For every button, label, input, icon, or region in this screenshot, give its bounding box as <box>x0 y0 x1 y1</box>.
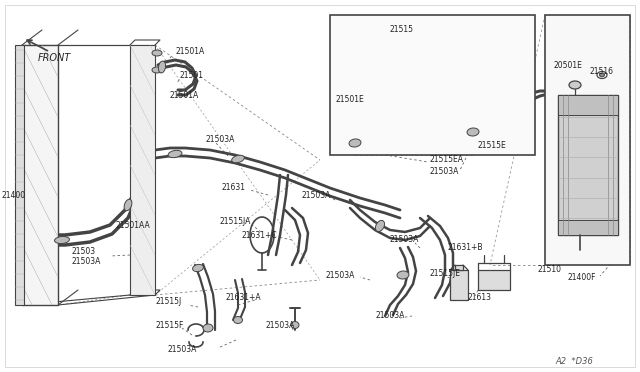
Text: 21501A: 21501A <box>170 90 199 99</box>
Text: 21503A: 21503A <box>205 135 234 144</box>
Bar <box>22 45 58 305</box>
Text: 21515: 21515 <box>390 26 414 35</box>
Text: A2  *D36: A2 *D36 <box>555 357 593 366</box>
Bar <box>545 15 630 265</box>
Ellipse shape <box>467 128 479 136</box>
Text: 21613: 21613 <box>468 294 492 302</box>
Text: 21503A: 21503A <box>265 321 294 330</box>
Text: 21503: 21503 <box>72 247 96 257</box>
Ellipse shape <box>54 237 70 244</box>
Text: 21503A: 21503A <box>375 311 404 320</box>
Text: 20501E: 20501E <box>553 61 582 70</box>
Text: 21503A: 21503A <box>168 346 197 355</box>
Ellipse shape <box>152 67 162 73</box>
Text: 21503A: 21503A <box>390 235 419 244</box>
Text: 21631: 21631 <box>222 183 246 192</box>
Ellipse shape <box>569 81 581 89</box>
Ellipse shape <box>597 71 607 78</box>
Text: 21501A: 21501A <box>175 48 204 57</box>
Text: 21400F: 21400F <box>568 273 596 282</box>
Text: 21515JA: 21515JA <box>220 218 252 227</box>
Ellipse shape <box>348 95 362 103</box>
Text: FRONT: FRONT <box>38 53 71 63</box>
Text: 21631+B: 21631+B <box>448 244 483 253</box>
Text: 21631+A: 21631+A <box>225 294 260 302</box>
Ellipse shape <box>397 271 409 279</box>
Ellipse shape <box>203 324 213 332</box>
Bar <box>450 270 468 300</box>
Bar <box>558 95 618 115</box>
Bar <box>330 15 535 155</box>
Text: 21501E: 21501E <box>335 96 364 105</box>
Ellipse shape <box>349 139 361 147</box>
Ellipse shape <box>376 221 385 231</box>
Ellipse shape <box>124 199 132 211</box>
Ellipse shape <box>152 50 162 56</box>
Ellipse shape <box>234 317 243 324</box>
Text: 21631+C: 21631+C <box>242 231 278 240</box>
Bar <box>455 265 463 270</box>
Ellipse shape <box>468 95 482 103</box>
Text: 21515JE: 21515JE <box>430 269 461 279</box>
Text: 21516: 21516 <box>590 67 614 77</box>
Text: 21503A: 21503A <box>430 167 460 176</box>
Text: 21503A: 21503A <box>302 190 332 199</box>
Bar <box>15 45 24 305</box>
Text: 21515EA: 21515EA <box>430 155 464 164</box>
Bar <box>478 270 510 290</box>
Ellipse shape <box>576 241 584 248</box>
Text: 21501: 21501 <box>180 71 204 80</box>
Text: 21515J: 21515J <box>155 298 181 307</box>
Ellipse shape <box>232 155 244 163</box>
Ellipse shape <box>291 321 299 328</box>
Ellipse shape <box>158 61 166 73</box>
Text: 21501AA: 21501AA <box>115 221 150 230</box>
Ellipse shape <box>600 73 605 77</box>
Text: 21503A: 21503A <box>72 257 101 266</box>
Text: 21400: 21400 <box>2 190 26 199</box>
Ellipse shape <box>168 150 182 158</box>
Text: 21515E: 21515E <box>478 141 507 150</box>
Text: 21510: 21510 <box>537 266 561 275</box>
Ellipse shape <box>193 264 204 272</box>
Bar <box>130 45 155 295</box>
Bar <box>558 220 618 235</box>
Text: 21515F: 21515F <box>155 321 184 330</box>
Text: 21503A: 21503A <box>325 270 355 279</box>
Bar <box>558 95 618 235</box>
